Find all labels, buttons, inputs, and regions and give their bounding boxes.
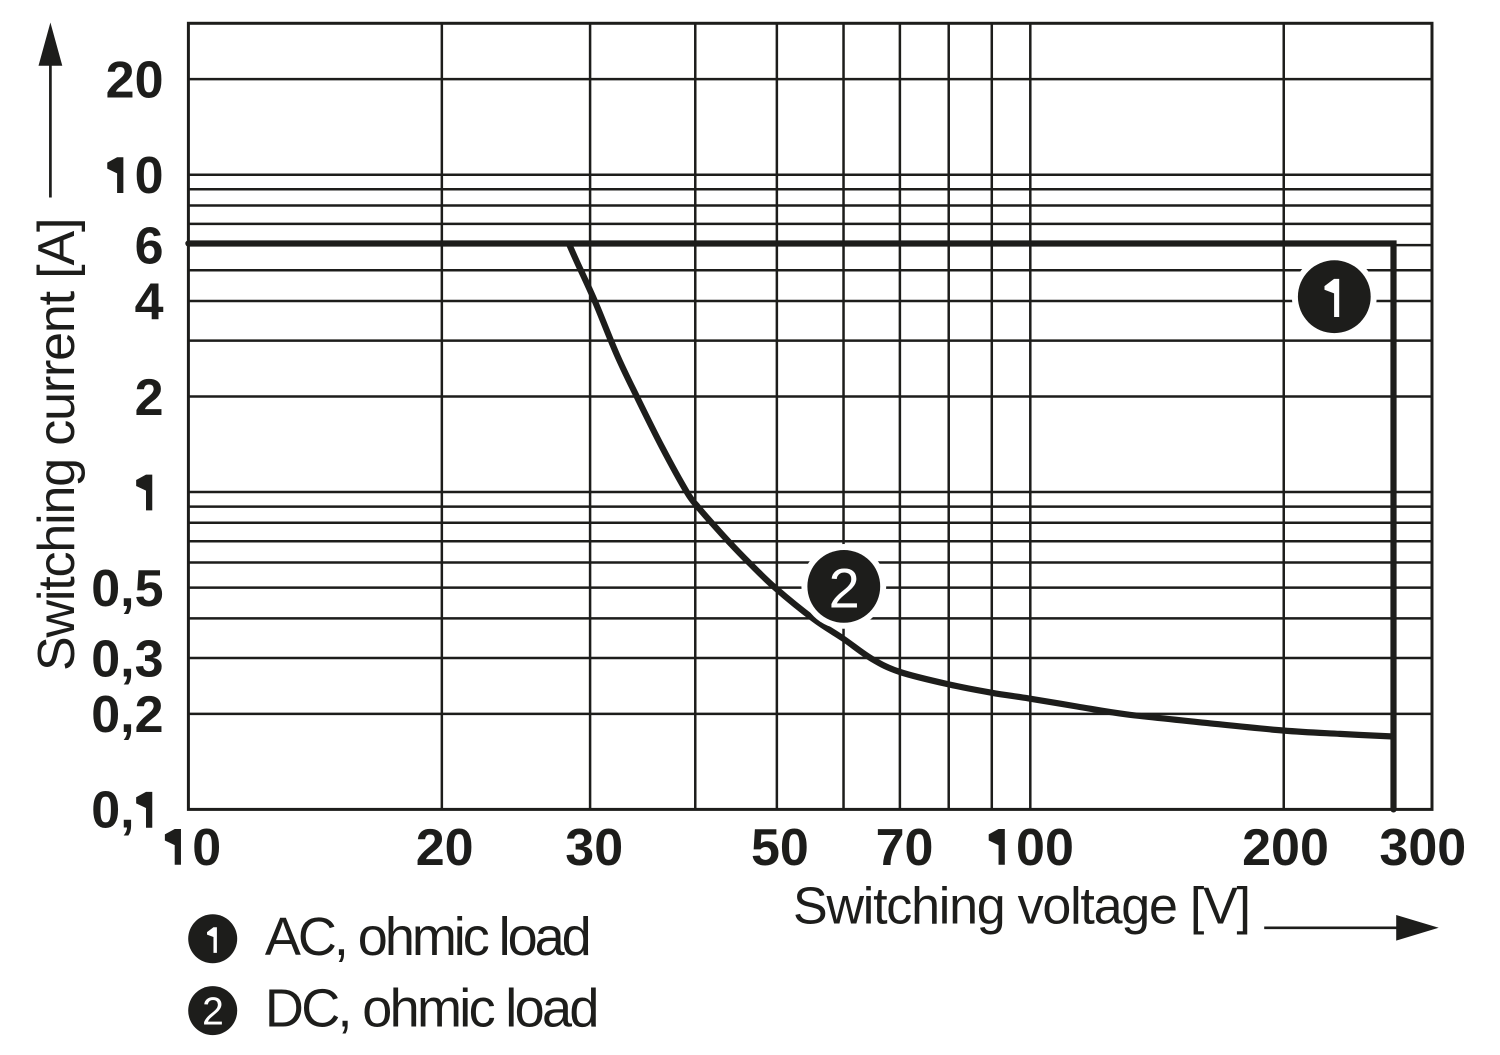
svg-text:0: 0 [1300,819,1329,877]
svg-text:0: 0 [91,560,120,618]
svg-text:5: 5 [135,560,164,618]
svg-text:,: , [120,560,134,618]
svg-text:2: 2 [1242,819,1271,877]
svg-text:2: 2 [135,686,164,744]
svg-text:0: 0 [1016,819,1045,877]
svg-text:3: 3 [1379,819,1408,877]
svg-text:,: , [120,782,134,840]
svg-text:2: 2 [416,819,445,877]
svg-text:2: 2 [202,991,224,1034]
svg-text:0: 0 [594,819,623,877]
svg-text:0: 0 [192,819,221,877]
svg-text:3: 3 [135,630,164,688]
svg-text:DC, ohmic load: DC, ohmic load [265,979,600,1039]
svg-text:0: 0 [780,819,809,877]
svg-text:2: 2 [106,51,135,109]
svg-text:0: 0 [91,686,120,744]
svg-text:,: , [120,686,134,744]
svg-text:0: 0 [1437,819,1466,877]
svg-text:AC, ohmic load: AC, ohmic load [265,907,592,967]
svg-text:0: 0 [1271,819,1300,877]
svg-text:2: 2 [829,557,860,620]
svg-text:7: 7 [876,819,905,877]
svg-text:0: 0 [1408,819,1437,877]
svg-text:0: 0 [91,782,120,840]
svg-text:0: 0 [905,819,934,877]
svg-text:0: 0 [1045,819,1074,877]
svg-text:,: , [120,630,134,688]
svg-text:3: 3 [565,819,594,877]
svg-text:2: 2 [135,369,164,427]
svg-text:Switching voltage [V]: Switching voltage [V] [793,878,1251,936]
svg-text:0: 0 [91,630,120,688]
svg-text:4: 4 [135,273,164,331]
svg-text:0: 0 [135,51,164,109]
svg-text:Switching current [A]: Switching current [A] [28,218,86,672]
svg-text:0: 0 [445,819,474,877]
svg-text:6: 6 [135,217,164,275]
svg-text:0: 0 [135,147,164,205]
svg-text:5: 5 [751,819,780,877]
